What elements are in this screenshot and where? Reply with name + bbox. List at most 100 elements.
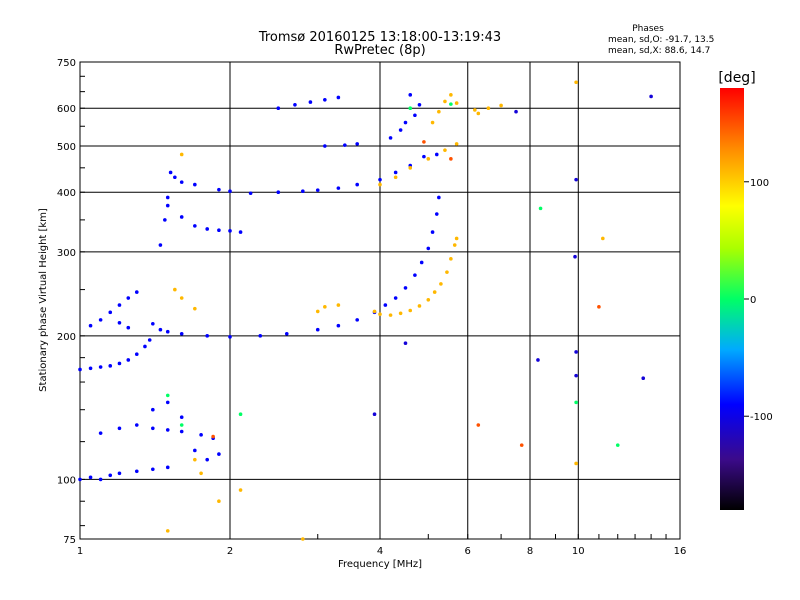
echo-point	[193, 224, 197, 228]
x-tick-label: 2	[227, 546, 233, 557]
x-tick-label: 1	[77, 546, 83, 557]
y-tick-label: 75	[63, 535, 76, 546]
echo-point	[597, 305, 601, 309]
echo-point	[452, 243, 457, 247]
x-tick-label: 6	[465, 546, 471, 557]
echo-point	[426, 246, 431, 251]
echo-point	[108, 310, 113, 315]
y-tick-label: 400	[57, 188, 76, 199]
echo-point	[393, 175, 398, 180]
echo-point	[454, 236, 459, 241]
echo-point	[126, 325, 131, 330]
echo-point	[193, 306, 197, 311]
echo-point	[173, 287, 177, 292]
echo-point	[168, 170, 173, 175]
echo-point	[641, 376, 646, 380]
chart-title: Tromsø 20160125 13:18:00-13:19:43	[258, 30, 501, 45]
echo-point	[179, 429, 184, 434]
echo-point	[315, 327, 320, 332]
chart-subtitle: RwPretec (8p)	[334, 43, 425, 58]
echo-point	[179, 152, 184, 157]
echo-point	[179, 215, 184, 219]
echo-point	[315, 309, 320, 314]
echo-point	[519, 443, 524, 447]
echo-point	[163, 218, 167, 222]
echo-point	[443, 148, 447, 152]
echo-point	[179, 296, 184, 300]
echo-point	[336, 323, 341, 328]
echo-point	[147, 338, 152, 342]
echo-point	[336, 186, 341, 190]
echo-point	[403, 120, 408, 125]
echo-point	[574, 400, 578, 405]
echo-point	[449, 102, 453, 106]
echo-point	[217, 499, 221, 504]
echo-point	[88, 366, 93, 371]
x-tick-label: 4	[377, 546, 383, 557]
echo-point	[574, 177, 578, 182]
echo-point	[134, 469, 139, 474]
echo-point	[78, 477, 82, 482]
echo-point	[228, 229, 232, 233]
echo-point	[449, 257, 453, 261]
colorbar-tick-label: 0	[750, 295, 756, 306]
echo-point	[211, 434, 215, 439]
echo-point	[179, 180, 184, 184]
echo-point	[151, 426, 155, 431]
echo-point	[538, 206, 543, 211]
echo-point	[308, 100, 313, 104]
echo-point	[228, 189, 232, 193]
echo-point	[134, 290, 139, 294]
echo-point	[355, 182, 359, 187]
echo-point	[432, 290, 437, 294]
echo-point	[173, 175, 177, 180]
x-tick-label: 10	[572, 546, 585, 557]
echo-point	[398, 311, 403, 316]
colorbar-gradient	[720, 88, 744, 510]
phases-info: Phases mean, sd,O: -91.7, 13.5 mean, sd,…	[608, 24, 714, 56]
colorbar-label: [deg]	[718, 70, 755, 86]
echo-point	[408, 93, 413, 97]
echo-point	[301, 537, 305, 541]
echo-point	[422, 140, 426, 144]
echo-point	[430, 230, 435, 234]
echo-point	[426, 157, 431, 161]
echo-point	[422, 154, 426, 159]
echo-point	[437, 109, 441, 114]
echo-point	[205, 457, 209, 462]
echo-point	[98, 365, 103, 369]
echo-point	[372, 412, 377, 416]
echo-point	[98, 477, 103, 482]
echo-point	[403, 286, 408, 290]
echo-point	[417, 103, 422, 107]
colorbar-tick-label: 100	[750, 178, 769, 189]
echo-point	[454, 101, 459, 105]
echo-point	[449, 157, 453, 161]
echo-point	[284, 331, 289, 336]
colorbar: [deg] 100 0 -100	[718, 70, 773, 510]
echo-point	[117, 320, 122, 325]
echo-point	[126, 358, 131, 362]
echo-point	[413, 273, 417, 277]
echo-point	[205, 334, 209, 338]
x-axis-label: Frequency [MHz]	[338, 559, 422, 570]
echo-point	[649, 94, 653, 99]
echo-point	[126, 296, 131, 300]
echo-point	[179, 331, 184, 336]
echo-point	[437, 195, 441, 200]
echo-point	[601, 236, 605, 241]
echo-point	[574, 80, 578, 85]
echo-point	[238, 488, 243, 492]
echo-point	[108, 364, 113, 368]
echo-point	[276, 106, 281, 111]
echo-point	[293, 103, 297, 107]
echo-point	[276, 190, 281, 195]
echo-point	[193, 182, 197, 187]
echo-point	[378, 177, 382, 182]
echo-point	[193, 457, 197, 462]
echo-point	[413, 113, 417, 118]
echo-point	[419, 260, 424, 265]
echo-point	[258, 334, 263, 338]
echo-point	[134, 352, 139, 357]
